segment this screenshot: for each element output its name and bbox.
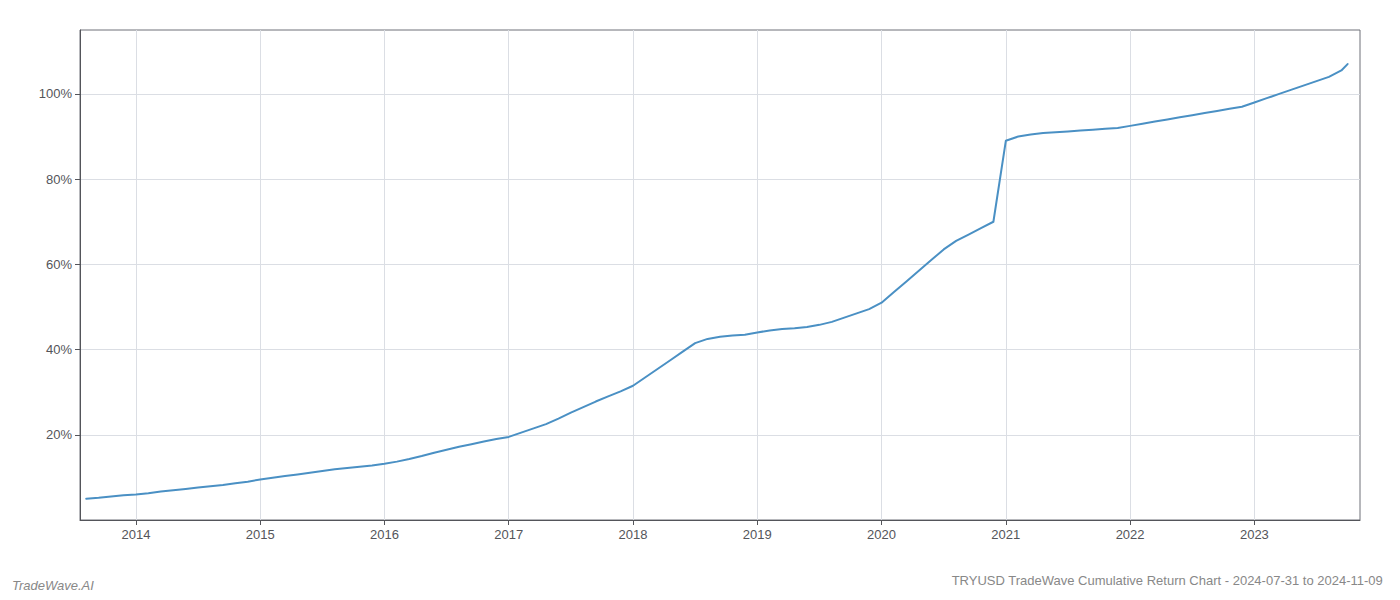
- svg-text:100%: 100%: [39, 86, 73, 101]
- svg-text:2020: 2020: [867, 527, 896, 542]
- svg-text:2019: 2019: [743, 527, 772, 542]
- svg-text:TRYUSD TradeWave Cumulative Re: TRYUSD TradeWave Cumulative Return Chart…: [952, 573, 1383, 588]
- svg-text:2016: 2016: [370, 527, 399, 542]
- svg-text:2015: 2015: [246, 527, 275, 542]
- svg-text:60%: 60%: [46, 257, 72, 272]
- svg-text:20%: 20%: [46, 427, 72, 442]
- svg-text:2023: 2023: [1240, 527, 1269, 542]
- svg-text:2017: 2017: [494, 527, 523, 542]
- svg-text:2014: 2014: [121, 527, 150, 542]
- svg-text:80%: 80%: [46, 172, 72, 187]
- svg-text:2022: 2022: [1116, 527, 1145, 542]
- svg-text:TradeWave.AI: TradeWave.AI: [12, 578, 94, 593]
- svg-text:40%: 40%: [46, 342, 72, 357]
- svg-text:2021: 2021: [991, 527, 1020, 542]
- svg-text:2018: 2018: [619, 527, 648, 542]
